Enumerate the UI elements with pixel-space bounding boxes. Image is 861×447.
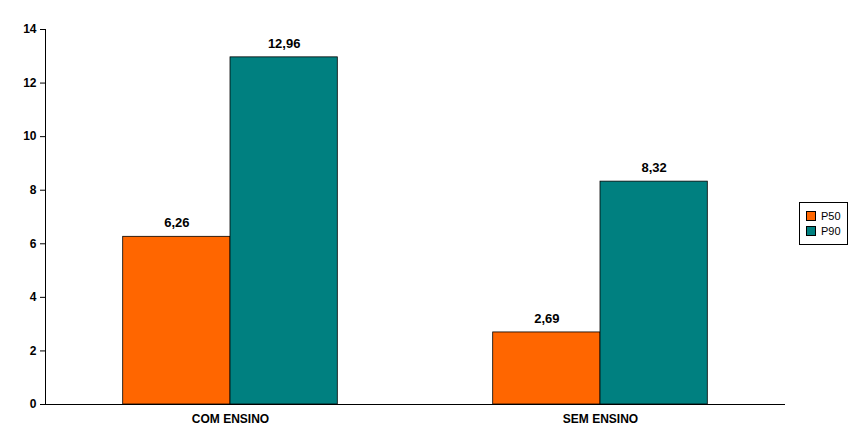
svg-text:4: 4 [30,290,37,304]
svg-text:6,26: 6,26 [164,214,189,229]
svg-text:COM ENSINO: COM ENSINO [192,412,269,426]
svg-text:12,96: 12,96 [268,35,301,50]
svg-text:SEM ENSINO: SEM ENSINO [563,412,638,426]
svg-text:8,32: 8,32 [641,159,666,174]
svg-text:10: 10 [23,129,37,143]
svg-text:0: 0 [30,397,37,411]
svg-text:14: 14 [23,22,37,36]
html-text:P50: P50 [821,210,841,222]
svg-text:8: 8 [30,183,37,197]
svg-text:12: 12 [23,75,37,89]
svg-text:2: 2 [30,343,37,357]
svg-text:2,69: 2,69 [534,310,559,325]
svg-text:6: 6 [30,236,37,250]
html-text:P90: P90 [821,225,841,237]
